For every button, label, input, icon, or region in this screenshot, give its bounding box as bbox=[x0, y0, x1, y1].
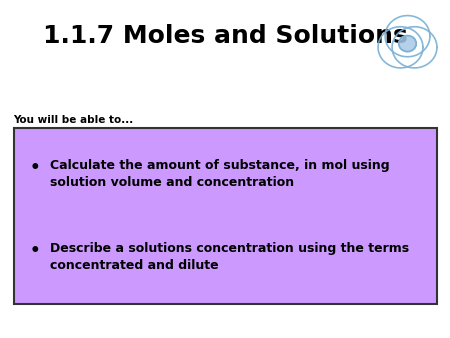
FancyBboxPatch shape bbox=[14, 128, 436, 304]
Text: •: • bbox=[29, 159, 40, 177]
Text: You will be able to...: You will be able to... bbox=[14, 115, 134, 125]
Text: •: • bbox=[29, 242, 40, 260]
Circle shape bbox=[399, 35, 416, 52]
Text: Calculate the amount of substance, in mol using
solution volume and concentratio: Calculate the amount of substance, in mo… bbox=[50, 159, 389, 189]
Text: Describe a solutions concentration using the terms
concentrated and dilute: Describe a solutions concentration using… bbox=[50, 242, 409, 272]
Text: 1.1.7 Moles and Solutions: 1.1.7 Moles and Solutions bbox=[43, 24, 407, 48]
